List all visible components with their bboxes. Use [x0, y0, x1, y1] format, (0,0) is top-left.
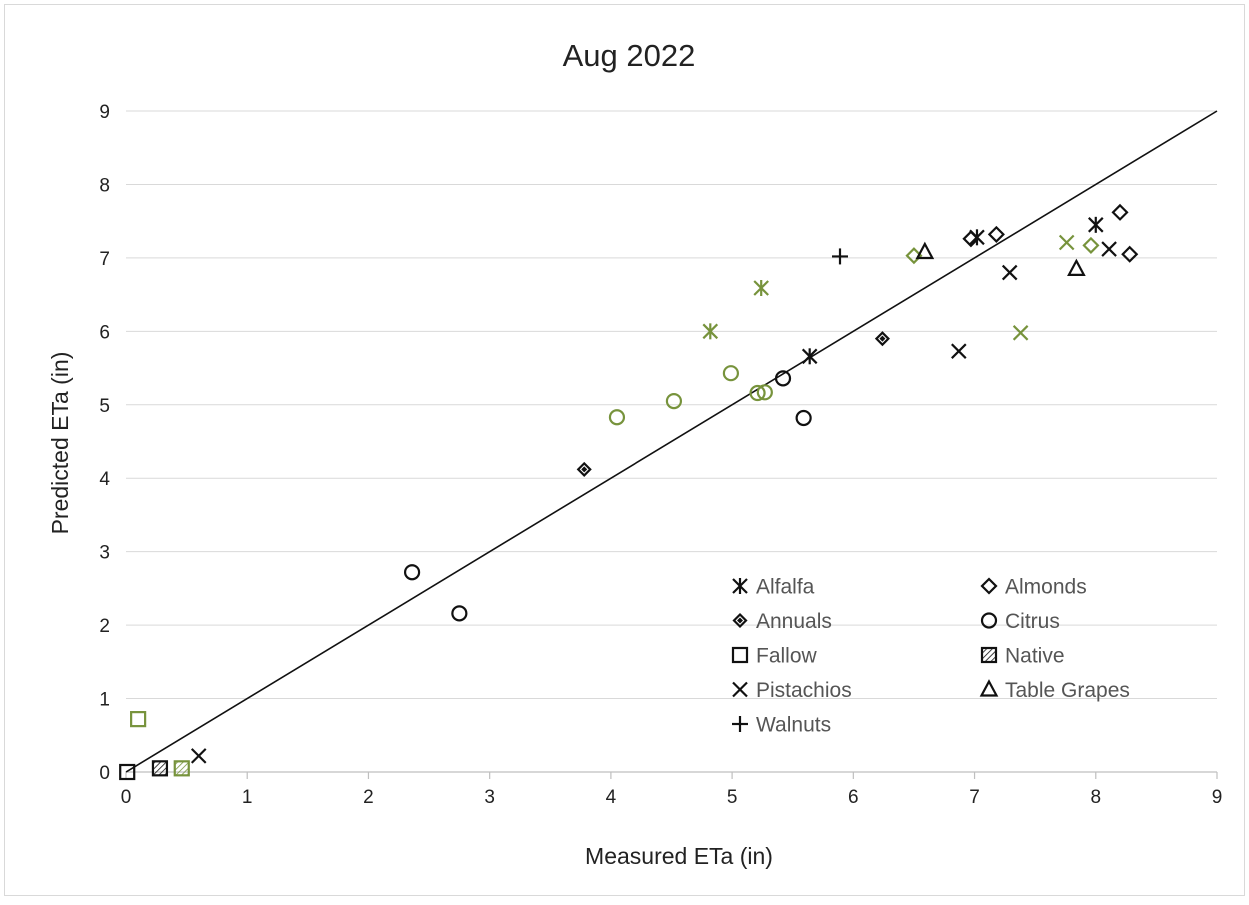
y-tick-label: 6: [99, 322, 110, 343]
point-citrus: [795, 409, 812, 427]
y-tick-label: 4: [99, 469, 110, 490]
legend-entry-almonds: Almonds: [980, 576, 1087, 599]
legend-label-native: Native: [1005, 645, 1065, 668]
point-fallow: [130, 711, 147, 728]
point-alfalfa: [702, 323, 719, 340]
legend-marker-native: [980, 646, 998, 664]
point-almonds: [962, 230, 980, 248]
legend-label-fallow: Fallow: [756, 645, 818, 668]
legend-label-citrus: Citrus: [1005, 610, 1060, 633]
point-alfalfa: [1088, 216, 1104, 233]
legend-marker-pistachios: [732, 681, 748, 698]
point-alfalfa: [801, 348, 818, 365]
legend-entry-table-grapes: Table Grapes: [979, 679, 1130, 702]
legend-marker-almonds: [980, 577, 998, 595]
point-pistachios: [1058, 234, 1075, 251]
x-tick-label: 4: [606, 787, 617, 808]
x-tick-label: 1: [242, 787, 253, 808]
point-citrus: [608, 409, 626, 426]
legend-marker-citrus: [980, 612, 998, 629]
legend: Alfalfa Almonds Annuals Citrus Fallow Native P…: [731, 576, 1130, 737]
legend-label-annuals: Annuals: [756, 610, 832, 633]
data-points: [119, 203, 1139, 781]
x-tick-label: 0: [121, 787, 132, 808]
legend-label-walnuts: Walnuts: [756, 714, 831, 737]
legend-entry-pistachios: Pistachios: [732, 679, 852, 702]
x-tick-label: 8: [1090, 787, 1101, 808]
x-tick-label: 9: [1212, 787, 1223, 808]
point-annuals: [576, 461, 592, 477]
legend-label-alfalfa: Alfalfa: [756, 576, 815, 599]
legend-entry-citrus: Citrus: [980, 610, 1060, 633]
one-to-one-line: [125, 110, 1218, 773]
point-almonds: [1111, 203, 1129, 221]
legend-entry-alfalfa: Alfalfa: [732, 576, 815, 599]
legend-entry-native: Native: [980, 645, 1065, 668]
legend-marker-fallow: [731, 646, 749, 664]
x-tick-label: 3: [484, 787, 495, 808]
legend-entry-walnuts: Walnuts: [732, 714, 831, 737]
y-tick-label: 7: [99, 249, 110, 270]
legend-marker-alfalfa: [732, 578, 748, 594]
point-pistachios: [1101, 241, 1117, 257]
gridlines: [126, 110, 1217, 700]
point-native: [151, 760, 169, 777]
legend-label-table-grapes: Table Grapes: [1005, 679, 1130, 702]
point-pistachios: [190, 748, 207, 764]
point-citrus: [722, 365, 739, 382]
point-almonds: [1082, 236, 1100, 254]
point-almonds: [987, 225, 1005, 243]
point-citrus: [749, 384, 766, 402]
legend-entry-fallow: Fallow: [731, 645, 818, 668]
y-tick-label: 2: [99, 616, 110, 637]
y-tick-label: 3: [99, 543, 110, 564]
x-tick-label: 5: [727, 787, 738, 808]
point-table-grapes: [915, 241, 935, 260]
legend-marker-table-grapes: [979, 679, 999, 697]
y-tick-label: 8: [99, 175, 110, 196]
chart-title: Aug 2022: [563, 38, 696, 73]
legend-label-almonds: Almonds: [1005, 576, 1087, 599]
point-alfalfa: [753, 280, 769, 297]
legend-label-pistachios: Pistachios: [756, 679, 852, 702]
point-annuals: [874, 331, 890, 347]
y-tick-label: 0: [99, 763, 110, 784]
point-citrus: [403, 564, 421, 581]
reference-line: [125, 110, 1218, 773]
legend-marker-annuals: [732, 612, 748, 629]
point-fallow: [119, 763, 136, 781]
point-table-grapes: [1067, 258, 1086, 277]
point-almonds: [1121, 245, 1139, 263]
y-axis-title: Predicted ETa (in): [47, 352, 73, 535]
axes: 0 1 2 3 4 5 6 7 8 9 0 1 2 3 4 5 6 7 8 9: [99, 102, 1222, 808]
point-pistachios: [951, 343, 967, 359]
x-tick-label: 6: [848, 787, 859, 808]
point-citrus: [451, 605, 468, 622]
y-tick-label: 9: [99, 102, 110, 123]
point-citrus: [774, 370, 792, 387]
point-pistachios: [1012, 325, 1029, 341]
point-citrus: [756, 384, 773, 401]
y-tick-label: 5: [99, 396, 110, 417]
chart-frame: [4, 4, 1245, 896]
x-tick-label: 2: [363, 787, 374, 808]
point-pistachios: [1001, 264, 1018, 281]
y-tick-label: 1: [99, 690, 110, 711]
point-native: [173, 760, 190, 777]
legend-entry-annuals: Annuals: [732, 610, 832, 633]
legend-marker-walnuts: [732, 716, 748, 732]
point-citrus: [665, 393, 683, 410]
point-walnuts: [831, 248, 848, 265]
x-tick-label: 7: [969, 787, 980, 808]
x-axis-title: Measured ETa (in): [585, 843, 773, 869]
